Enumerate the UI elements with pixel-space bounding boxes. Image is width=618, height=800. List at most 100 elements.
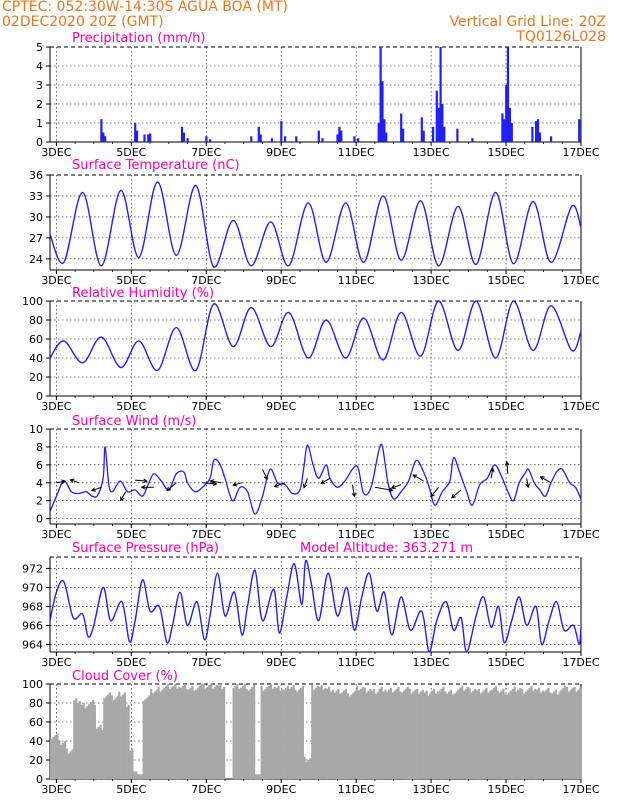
cloud-bar: [536, 689, 539, 779]
wind-vector-head: [388, 487, 394, 493]
cloud-bar: [266, 686, 269, 779]
cloud-bar: [551, 693, 554, 779]
cloud-bar: [208, 685, 211, 779]
cloud-bar: [564, 685, 567, 779]
header-grid-line: Vertical Grid Line: 20Z: [450, 14, 606, 30]
cloud-bar: [316, 685, 319, 779]
cloud-bar: [373, 688, 376, 780]
cloud-bar: [556, 694, 559, 779]
cloud-bar: [363, 687, 366, 779]
cloud-bar: [429, 693, 432, 779]
cloud-bar: [189, 687, 192, 779]
cloud-bar: [234, 685, 237, 779]
cloud-bar: [121, 694, 125, 779]
cloud-bar: [178, 686, 181, 779]
y-tick-label: 0: [36, 513, 43, 526]
wind-vector-head: [302, 483, 308, 489]
cloud-bar: [506, 694, 509, 779]
wind-vector-shaft: [490, 468, 494, 479]
cloud-bar: [210, 684, 213, 779]
cloud-bar: [286, 685, 289, 779]
y-tick-label: 20: [29, 371, 43, 384]
cloud-bar: [552, 691, 556, 779]
x-tick-label: 3DEC: [41, 274, 71, 287]
cloud-bar: [107, 694, 110, 779]
cloud-bar: [333, 692, 336, 779]
cloud-bar: [404, 688, 408, 780]
cloud-bar: [140, 774, 143, 780]
cloud-bar: [65, 748, 68, 779]
cloud-bar: [421, 689, 424, 779]
cloud-bar: [135, 771, 138, 779]
cloud-bar: [358, 690, 361, 779]
cloud-bar: [108, 692, 111, 779]
cloud-bar: [517, 689, 520, 779]
wind-vector-shaft: [56, 480, 66, 484]
cloud-bar: [451, 694, 454, 779]
cloud-bar: [521, 688, 524, 780]
cloud-bar: [399, 691, 402, 779]
wind-vector-head: [212, 481, 218, 487]
cloud-bar: [146, 697, 149, 779]
precip-title: Precipitation (mm/h): [72, 31, 205, 46]
cloud-bar: [105, 696, 108, 779]
cloud-bar: [155, 689, 158, 779]
cloud-bar: [485, 687, 488, 779]
precip-bar: [102, 132, 105, 142]
cloud-bar: [477, 688, 481, 780]
x-tick-label: 15DEC: [487, 146, 524, 159]
cloud-bar: [187, 689, 190, 779]
wind-vector: [489, 467, 495, 479]
wind-vector-head: [90, 487, 96, 492]
cloud-bar: [425, 690, 428, 779]
cloud-bar: [157, 686, 160, 779]
cloud-bar: [433, 688, 436, 780]
y-tick-label: 966: [22, 619, 43, 632]
cloud-bar: [215, 685, 218, 779]
wind-vector-head: [143, 478, 149, 484]
y-tick-label: 970: [22, 581, 43, 594]
x-tick-label: 7DEC: [191, 783, 221, 796]
y-tick-label: 100: [22, 678, 43, 691]
precip-bar: [321, 138, 324, 142]
wind-vector-shaft: [391, 484, 402, 489]
x-tick-label: 13DEC: [413, 656, 450, 669]
cloud-bar: [296, 691, 299, 779]
cloud-bar: [249, 688, 252, 780]
cloud-bar: [365, 692, 368, 779]
precip-bar: [578, 119, 581, 142]
humidity-line: [49, 300, 582, 372]
cloud-bar: [262, 690, 265, 779]
cloud-bar: [369, 688, 372, 780]
cloud-bar: [88, 704, 91, 779]
cloud-bar: [554, 689, 557, 779]
cloud-bar: [526, 689, 529, 779]
temperature-line: [49, 181, 582, 268]
x-tick-label: 11DEC: [338, 656, 375, 669]
cloud-bar: [324, 687, 327, 779]
cloud-bar: [240, 687, 243, 779]
cloud-bar: [198, 685, 201, 779]
x-tick-label: 17DEC: [562, 400, 599, 413]
x-tick-label: 15DEC: [487, 528, 524, 541]
cloud-bar: [389, 687, 393, 779]
cloud-bar: [71, 749, 74, 779]
cloud-bar: [543, 691, 546, 779]
wind-title: Surface Wind (m/s): [72, 414, 196, 429]
wind-vector-head: [166, 486, 172, 492]
cloud-bar: [54, 735, 57, 779]
cloud-bar: [511, 688, 514, 780]
cloud-bar: [466, 686, 469, 779]
precip-bar: [503, 119, 506, 142]
wind-vector: [56, 479, 67, 485]
cloud-bar: [264, 688, 267, 780]
y-tick-label: 3: [36, 79, 43, 92]
precip-bar: [135, 130, 139, 142]
cloud-bar: [166, 684, 170, 779]
cloud-bar: [298, 689, 301, 779]
cloud-bar: [133, 771, 136, 779]
cloud-bar: [371, 690, 374, 779]
x-tick-label: 7DEC: [191, 528, 221, 541]
wind-vector: [412, 474, 424, 482]
cloud-bar: [202, 684, 205, 779]
